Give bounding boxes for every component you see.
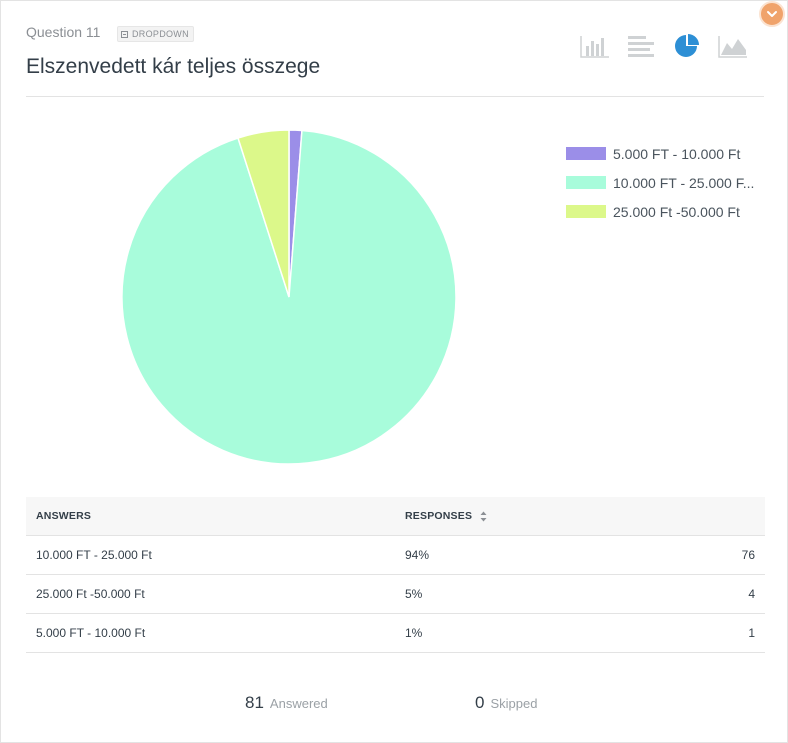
sort-icon[interactable] xyxy=(480,511,487,522)
collapse-button[interactable] xyxy=(759,1,785,27)
legend-swatch xyxy=(566,176,606,189)
table-row: 5.000 FT - 10.000 Ft 1% 1 xyxy=(26,613,765,653)
header-divider xyxy=(26,96,764,97)
skipped-summary: 0 Skipped xyxy=(475,693,537,713)
pie-slice[interactable] xyxy=(237,129,290,298)
answer-cell: 25.000 Ft -50.000 Ft xyxy=(26,574,395,614)
chevron-down-icon xyxy=(767,11,777,17)
question-type-badge: DROPDOWN xyxy=(117,26,194,42)
table-row: 10.000 FT - 25.000 Ft 94% 76 xyxy=(26,535,765,575)
legend-swatch xyxy=(566,147,606,160)
table-row: 25.000 Ft -50.000 Ft 5% 4 xyxy=(26,574,765,614)
count-cell: 4 xyxy=(665,574,765,614)
answered-count: 81 xyxy=(245,693,264,712)
answers-column-header: ANSWERS xyxy=(26,497,395,536)
question-title: Elszenvedett kár teljes összege xyxy=(26,55,321,78)
skipped-count: 0 xyxy=(475,693,485,712)
legend-label: 25.000 Ft -50.000 Ft xyxy=(613,203,740,220)
percent-cell: 94% xyxy=(395,535,665,575)
skipped-label: Skipped xyxy=(490,696,538,711)
area-chart-icon[interactable] xyxy=(718,34,748,58)
pie-chart xyxy=(121,129,457,465)
vertical-bar-chart-icon[interactable] xyxy=(580,34,610,58)
count-cell: 1 xyxy=(665,613,765,653)
legend-label: 10.000 FT - 25.000 F... xyxy=(613,174,755,191)
legend-item[interactable]: 25.000 Ft -50.000 Ft xyxy=(566,197,763,226)
percent-cell: 5% xyxy=(395,574,665,614)
count-cell: 76 xyxy=(665,535,765,575)
chart-type-toolbar xyxy=(580,34,748,58)
answered-summary: 81 Answered xyxy=(245,693,328,713)
pie-slice[interactable] xyxy=(121,129,457,465)
question-type-label: DROPDOWN xyxy=(132,29,189,39)
legend-swatch xyxy=(566,205,606,218)
chart-legend: 5.000 FT - 10.000 Ft 10.000 FT - 25.000 … xyxy=(566,139,763,226)
answer-cell: 10.000 FT - 25.000 Ft xyxy=(26,535,395,575)
table-header-row: ANSWERS RESPONSES xyxy=(26,497,765,536)
count-column-header xyxy=(665,497,765,536)
responses-column-header[interactable]: RESPONSES xyxy=(395,497,665,536)
responses-header-label: RESPONSES xyxy=(405,510,473,522)
horizontal-bar-chart-icon[interactable] xyxy=(626,34,656,58)
pie-chart-icon[interactable] xyxy=(672,34,702,58)
question-number: Question 11 xyxy=(26,24,101,40)
legend-label: 5.000 FT - 10.000 Ft xyxy=(613,145,741,162)
legend-item[interactable]: 10.000 FT - 25.000 F... xyxy=(566,168,763,197)
answer-cell: 5.000 FT - 10.000 Ft xyxy=(26,613,395,653)
dropdown-icon xyxy=(121,30,128,38)
answers-table: ANSWERS RESPONSES 10.000 FT - 25.000 Ft … xyxy=(26,497,765,653)
percent-cell: 1% xyxy=(395,613,665,653)
legend-item[interactable]: 5.000 FT - 10.000 Ft xyxy=(566,139,763,168)
answered-label: Answered xyxy=(269,696,328,711)
